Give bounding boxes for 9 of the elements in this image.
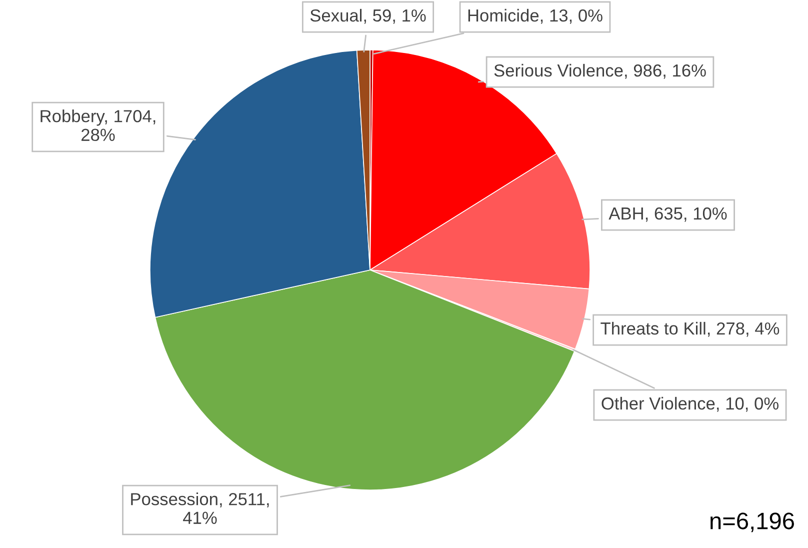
slice-label: Sexual, 59, 1% <box>310 8 426 24</box>
slice-label: Homicide, 13, 0% <box>468 8 602 24</box>
slice-label: Possession, 2511, 41% <box>131 492 269 524</box>
slice-label: ABH, 635, 10% <box>608 207 727 222</box>
slice-label: Serious Violence, 986, 16% <box>494 64 706 79</box>
text: n=6,196 <box>710 512 794 532</box>
slice-label: Robbery, 1704, 28% <box>40 110 156 142</box>
slice-label: Other Violence, 10, 0% <box>602 396 779 412</box>
slice-label: Threats to Kill, 278, 4% <box>600 322 780 337</box>
